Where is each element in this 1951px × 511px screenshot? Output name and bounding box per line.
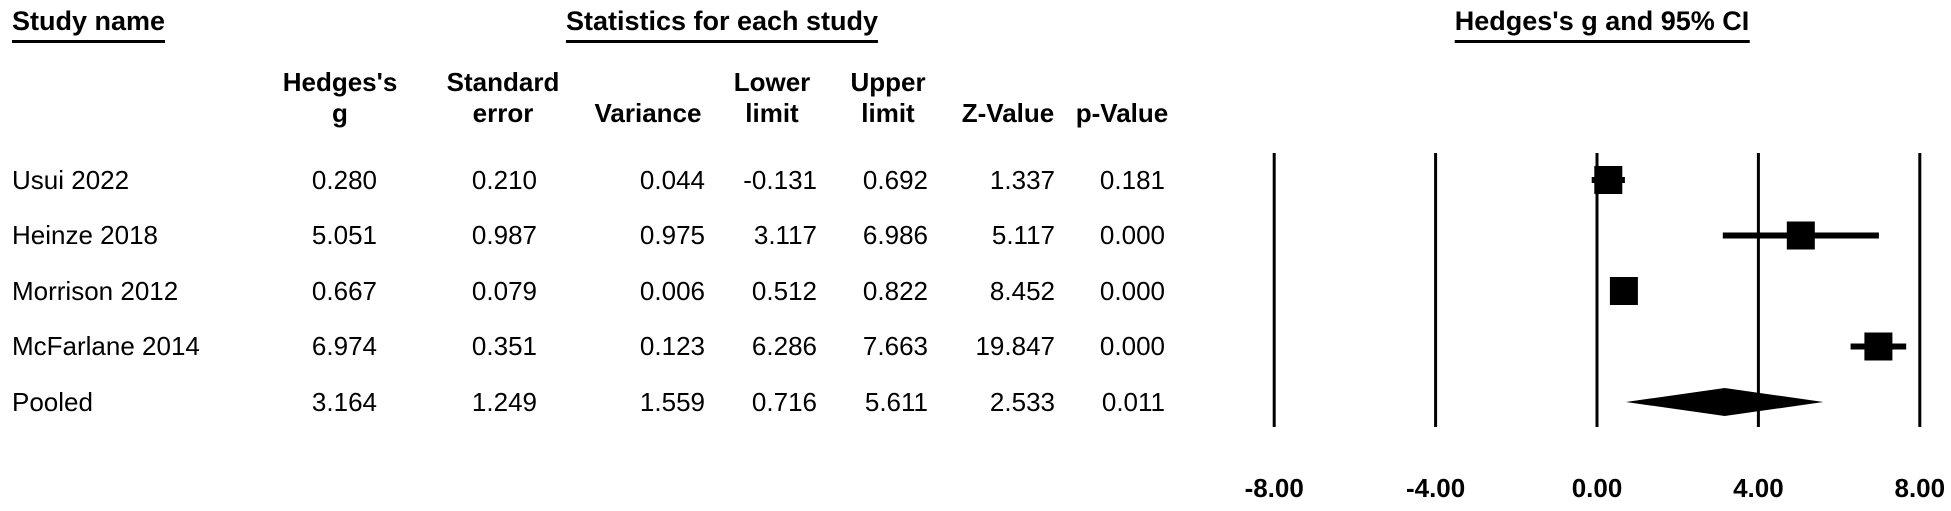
column-header-z-value: Z-Value: [908, 67, 1108, 129]
cell-hedges-g: 0.280: [311, 165, 377, 195]
cell-hedges-g: 6.974: [311, 331, 377, 361]
study-name-column-title: Study name: [12, 6, 166, 43]
column-header-limit: Lower limit: [672, 67, 872, 129]
cell-upper-limit: 0.822: [862, 276, 928, 306]
study-name: Pooled: [12, 387, 93, 417]
column-header-line1: Standard: [446, 67, 560, 97]
cell-lower-limit: -0.131: [743, 165, 817, 195]
cell-hedges-g: 3.164: [311, 387, 377, 417]
cell-lower-limit: 6.286: [751, 331, 817, 361]
cell-upper-limit: 5.611: [864, 387, 928, 417]
cell-variance: 1.559: [639, 387, 705, 417]
cell-z-value: 2.533: [989, 387, 1055, 417]
cell-p-value: 0.011: [1101, 387, 1165, 417]
effect-size-square: [1786, 221, 1815, 250]
cell-upper-limit: 7.663: [862, 331, 928, 361]
axis-tick-label: 8.00: [1894, 473, 1945, 503]
column-header-line2: Variance: [594, 98, 702, 128]
cell-variance: 0.975: [639, 220, 705, 250]
cell-standard-error: 0.987: [471, 220, 537, 250]
effect-size-square: [1594, 166, 1623, 194]
cell-p-value: 0.000: [1099, 276, 1165, 306]
cell-variance: 0.006: [639, 276, 705, 306]
study-name: Heinze 2018: [12, 220, 158, 250]
pooled-diamond: [1625, 388, 1824, 416]
cell-standard-error: 0.351: [471, 331, 537, 361]
column-header-line2: g: [332, 98, 348, 128]
axis-tick-label: -4.00: [1406, 473, 1465, 503]
column-header-line2: limit: [745, 98, 799, 128]
cell-hedges-g: 5.051: [311, 220, 377, 250]
cell-p-value: 0.181: [1099, 165, 1165, 195]
column-header-line1: Hedges's: [282, 67, 398, 97]
column-header-line2: error: [472, 98, 534, 128]
plot-section-title: Hedges's g and 95% CI: [1454, 6, 1750, 43]
axis-gridline: [1756, 153, 1760, 427]
cell-standard-error: 0.079: [471, 276, 537, 306]
cell-p-value: 0.000: [1099, 220, 1165, 250]
study-name: McFarlane 2014: [12, 331, 200, 361]
axis-gridline: [1434, 153, 1438, 427]
column-header-line2: limit: [861, 98, 915, 128]
cell-variance: 0.123: [639, 331, 705, 361]
cell-standard-error: 0.210: [471, 165, 537, 195]
cell-z-value: 19.847: [975, 331, 1055, 361]
column-header-line1: Upper: [850, 67, 926, 97]
cell-p-value: 0.000: [1099, 331, 1165, 361]
cell-variance: 0.044: [639, 165, 705, 195]
axis-gridline: [1595, 153, 1599, 427]
axis-gridline: [1918, 153, 1922, 427]
column-header-limit: Upper limit: [788, 67, 988, 129]
column-header-g: Hedges's g: [240, 67, 440, 129]
axis-gridline: [1272, 153, 1276, 427]
effect-size-square: [1864, 332, 1893, 361]
study-name: Usui 2022: [12, 165, 130, 195]
effect-size-square: [1609, 277, 1638, 305]
axis-tick-label: 4.00: [1733, 473, 1784, 503]
column-header-line1: Lower: [733, 67, 811, 97]
statistics-section-title: Statistics for each study: [565, 6, 879, 43]
axis-tick-label: -8.00: [1245, 473, 1304, 503]
column-header-p-value: p-Value: [1022, 67, 1222, 129]
cell-z-value: 1.337: [989, 165, 1055, 195]
cell-lower-limit: 3.117: [753, 220, 817, 250]
cell-hedges-g: 0.667: [311, 276, 377, 306]
study-name: Morrison 2012: [12, 276, 179, 306]
column-header-error: Standard error: [403, 67, 603, 129]
column-header-line2: p-Value: [1075, 98, 1169, 128]
axis-tick-label: 0.00: [1572, 473, 1623, 503]
cell-z-value: 8.452: [989, 276, 1055, 306]
cell-upper-limit: 0.692: [862, 165, 928, 195]
cell-upper-limit: 6.986: [862, 220, 928, 250]
column-header-line2: Z-Value: [961, 98, 1055, 128]
cell-z-value: 5.117: [991, 220, 1055, 250]
column-header-variance: Variance: [548, 67, 748, 129]
cell-lower-limit: 0.512: [751, 276, 817, 306]
cell-lower-limit: 0.716: [751, 387, 817, 417]
cell-standard-error: 1.249: [471, 387, 537, 417]
